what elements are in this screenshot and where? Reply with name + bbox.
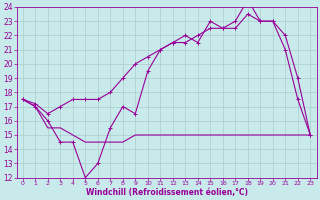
X-axis label: Windchill (Refroidissement éolien,°C): Windchill (Refroidissement éolien,°C) [85, 188, 248, 197]
